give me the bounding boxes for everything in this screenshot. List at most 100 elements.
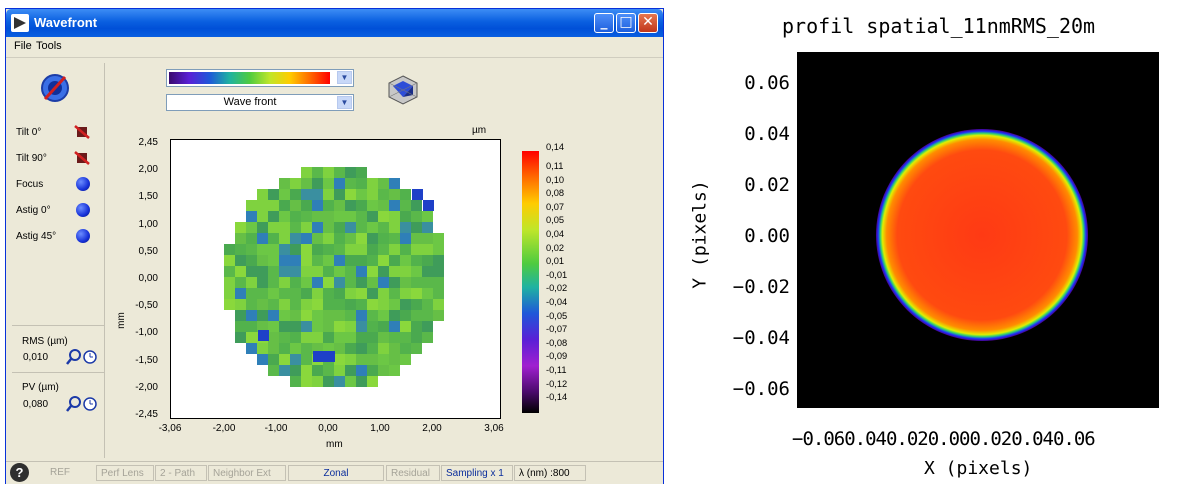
- wavefront-cell: [411, 299, 422, 310]
- status-neighbor-ext[interactable]: Neighbor Ext: [208, 465, 286, 481]
- astig-45-icon[interactable]: [76, 229, 90, 243]
- wavefront-cell: [301, 200, 312, 211]
- wavefront-cell: [290, 244, 301, 255]
- wavefront-cell: [422, 310, 433, 321]
- menu-tools[interactable]: Tools: [36, 40, 62, 52]
- tilt-90-icon[interactable]: [74, 150, 90, 166]
- wavefront-cell: [246, 244, 257, 255]
- close-button[interactable]: ✕: [638, 13, 658, 33]
- wavefront-cell: [334, 376, 345, 387]
- wavefront-cell: [411, 222, 422, 233]
- wavefront-cell: [290, 200, 301, 211]
- wavefront-cell: [268, 343, 279, 354]
- wavefront-cell: [279, 211, 290, 222]
- help-icon[interactable]: ?: [10, 463, 29, 482]
- zernike-tool-icon[interactable]: [40, 73, 70, 103]
- wavefront-cell: [313, 351, 324, 362]
- wavefront-cell: [334, 321, 345, 332]
- wavefront-cell: [411, 310, 422, 321]
- wavefront-cell: [411, 200, 422, 211]
- wavefront-cell: [356, 277, 367, 288]
- tilt-0-icon[interactable]: [74, 124, 90, 140]
- colormap-swatch: [169, 72, 330, 84]
- status-sampling[interactable]: Sampling x 1: [441, 465, 513, 481]
- wavefront-cell: [312, 233, 323, 244]
- status-perf-lens[interactable]: Perf Lens: [96, 465, 154, 481]
- wavefront-cell: [389, 299, 400, 310]
- colorbar-label: 0,04: [546, 229, 565, 239]
- wavefront-cell: [279, 244, 290, 255]
- wavefront-cell: [246, 222, 257, 233]
- wavefront-cell: [290, 222, 301, 233]
- status-ref[interactable]: REF: [50, 467, 70, 478]
- wavefront-cell: [312, 211, 323, 222]
- wavefront-cell: [422, 299, 433, 310]
- window-title: Wavefront: [34, 15, 98, 30]
- wavefront-cell: [389, 365, 400, 376]
- wavefront-cell: [301, 255, 312, 266]
- wavefront-cell: [301, 354, 312, 365]
- wavefront-cell: [279, 321, 290, 332]
- wavefront-cell: [246, 288, 257, 299]
- wavefront-cell: [257, 211, 268, 222]
- status-2-path[interactable]: 2 - Path: [155, 465, 207, 481]
- 3d-view-icon[interactable]: [386, 73, 420, 107]
- tilt-90-label: Tilt 90°: [16, 153, 47, 164]
- wavefront-cell: [334, 343, 345, 354]
- status-residual[interactable]: Residual: [386, 465, 440, 481]
- wavefront-cell: [389, 310, 400, 321]
- wavefront-cell: [378, 222, 389, 233]
- divider: [12, 325, 104, 326]
- minimize-button[interactable]: _: [594, 13, 614, 33]
- wavefront-cell: [356, 376, 367, 387]
- wavefront-cell: [411, 332, 422, 343]
- wavefront-cell: [246, 211, 257, 222]
- x-tick-label: -2,00: [212, 423, 236, 434]
- profile-y-tick: 0.04: [744, 123, 790, 145]
- wavefront-cell: [389, 332, 400, 343]
- wavefront-cell: [246, 200, 257, 211]
- astig-0-icon[interactable]: [76, 203, 90, 217]
- wavefront-cell: [257, 343, 268, 354]
- wavefront-cell: [400, 244, 411, 255]
- pv-label: PV (µm): [22, 382, 59, 393]
- wavefront-cell: [323, 233, 334, 244]
- y-tick-label: -2,00: [135, 381, 158, 393]
- menu-file[interactable]: File: [14, 40, 32, 52]
- status-zonal[interactable]: Zonal: [288, 465, 384, 481]
- wavefront-cell: [356, 167, 367, 178]
- wavefront-cell: [367, 200, 378, 211]
- wavefront-cell: [290, 178, 301, 189]
- profile-y-tick: −0.04: [732, 327, 790, 349]
- zernike-panel: [12, 63, 105, 458]
- wavefront-cell: [301, 266, 312, 277]
- wavefront-cell: [279, 189, 290, 200]
- title-bar[interactable]: Wavefront _ □ ✕: [6, 9, 663, 37]
- wavefront-cell: [400, 310, 411, 321]
- zoom-pv-icon[interactable]: [66, 395, 98, 413]
- wavefront-cell: [257, 288, 268, 299]
- wavefront-cell: [367, 244, 378, 255]
- wavefront-cell: [367, 354, 378, 365]
- wavefront-cell: [324, 351, 335, 362]
- wavefront-cell: [279, 233, 290, 244]
- wavefront-cell: [323, 167, 334, 178]
- y-tick-label: 0,50: [138, 245, 158, 257]
- wavefront-cell: [356, 255, 367, 266]
- wavefront-cell: [433, 288, 444, 299]
- wavefront-cell: [301, 343, 312, 354]
- wavefront-cell: [246, 266, 257, 277]
- colormap-select[interactable]: ▼: [166, 69, 354, 87]
- wavefront-cell: [334, 288, 345, 299]
- zoom-rms-icon[interactable]: [66, 348, 98, 366]
- maximize-button[interactable]: □: [616, 13, 636, 33]
- wavefront-cell: [400, 277, 411, 288]
- view-select[interactable]: Wave front ▼: [166, 94, 354, 111]
- status-lambda[interactable]: λ (nm) :800: [514, 465, 586, 481]
- wavefront-cell: [356, 189, 367, 200]
- wavefront-cell: [378, 244, 389, 255]
- wavefront-cell: [268, 211, 279, 222]
- colorbar-label: -0,02: [546, 283, 568, 294]
- wavefront-cell: [334, 167, 345, 178]
- focus-icon[interactable]: [76, 177, 90, 191]
